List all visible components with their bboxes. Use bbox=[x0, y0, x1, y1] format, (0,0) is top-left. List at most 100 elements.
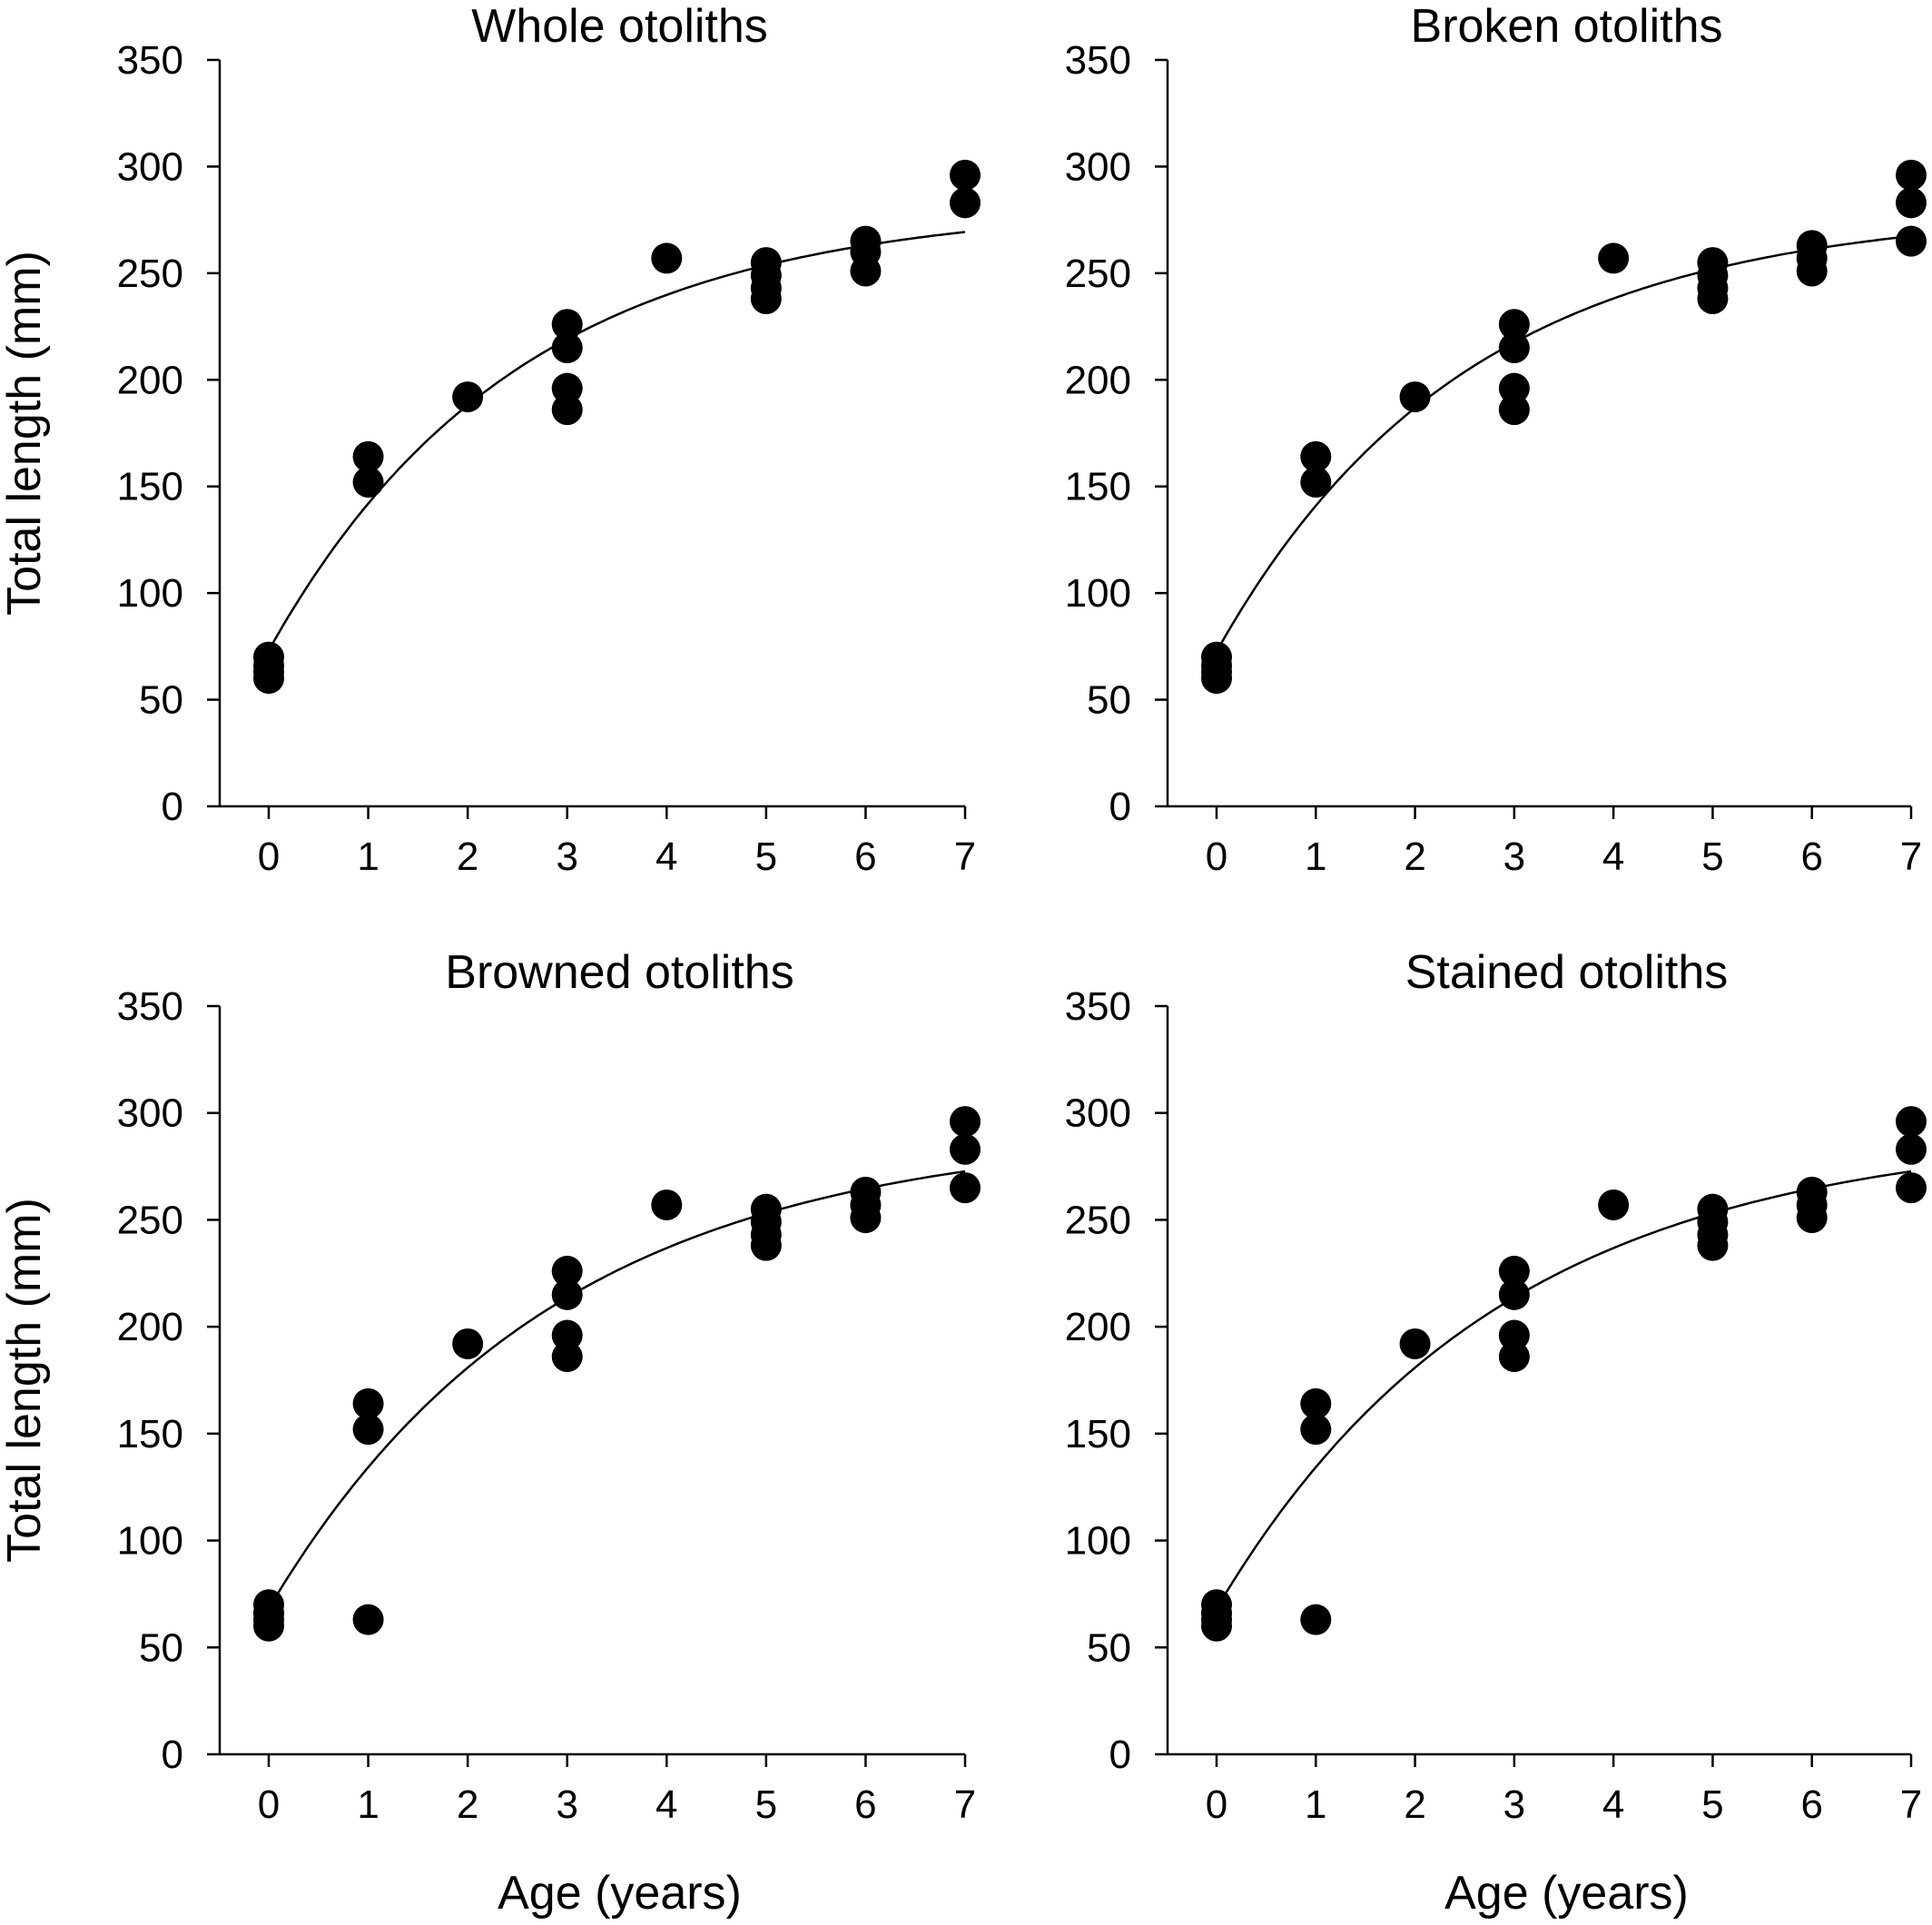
y-tick-label: 100 bbox=[1065, 1519, 1131, 1564]
x-tick-label: 3 bbox=[556, 834, 577, 879]
data-point bbox=[1498, 1341, 1530, 1373]
x-tick-label: 1 bbox=[1305, 1782, 1326, 1827]
y-tick-label: 50 bbox=[139, 678, 183, 723]
x-tick-label: 5 bbox=[1701, 1782, 1723, 1827]
x-tick-label: 0 bbox=[258, 1782, 280, 1827]
data-point bbox=[1498, 394, 1530, 426]
data-point bbox=[352, 1387, 384, 1419]
y-tick-label: 350 bbox=[117, 38, 183, 83]
y-tick-label: 0 bbox=[1109, 785, 1131, 829]
x-tick-label: 4 bbox=[656, 1782, 677, 1827]
x-tick-label: 7 bbox=[1900, 834, 1922, 879]
x-tick-label: 6 bbox=[854, 834, 876, 879]
data-point bbox=[950, 159, 981, 191]
y-tick-label: 200 bbox=[117, 358, 183, 402]
data-point bbox=[1498, 1255, 1530, 1287]
x-axis-title: Age (years) bbox=[1444, 1867, 1689, 1920]
x-axis-title: Age (years) bbox=[498, 1867, 742, 1920]
y-tick-label: 0 bbox=[162, 785, 183, 829]
chart-panel-4: 0 50 100 150 200 250 300 350 0 1 2 3 4 5 6 7 Stained oto… bbox=[1065, 946, 1927, 1920]
x-tick-label: 7 bbox=[954, 834, 976, 879]
data-point bbox=[551, 1255, 583, 1287]
fit-curve bbox=[1215, 1170, 1912, 1610]
x-tick-label: 0 bbox=[258, 834, 280, 879]
data-point bbox=[750, 1193, 782, 1225]
data-point bbox=[1399, 381, 1431, 413]
data-point bbox=[850, 225, 882, 257]
data-point bbox=[850, 1176, 882, 1208]
data-point bbox=[551, 372, 583, 404]
data-point bbox=[1498, 1278, 1530, 1310]
data-point bbox=[1498, 372, 1530, 404]
y-tick-label: 50 bbox=[1087, 678, 1131, 723]
x-tick-label: 1 bbox=[1305, 834, 1326, 879]
y-axis-title: Total length (mm) bbox=[0, 251, 51, 616]
x-tick-label: 2 bbox=[1404, 834, 1425, 879]
y-tick-label: 150 bbox=[117, 465, 183, 509]
y-tick-label: 0 bbox=[1109, 1732, 1131, 1777]
data-point bbox=[1896, 225, 1927, 257]
y-tick-label: 100 bbox=[117, 571, 183, 616]
y-axis-title: Total length (mm) bbox=[0, 1198, 51, 1563]
data-point bbox=[1896, 1133, 1927, 1165]
data-point bbox=[1598, 242, 1630, 274]
data-point bbox=[950, 1133, 981, 1165]
data-point bbox=[352, 1414, 384, 1446]
x-tick-label: 3 bbox=[1503, 1782, 1525, 1827]
data-point bbox=[1300, 1414, 1332, 1446]
x-tick-label: 0 bbox=[1206, 834, 1227, 879]
y-tick-label: 50 bbox=[139, 1625, 183, 1670]
y-tick-label: 100 bbox=[117, 1519, 183, 1564]
y-tick-label: 350 bbox=[117, 984, 183, 1029]
data-point bbox=[950, 187, 981, 219]
x-tick-label: 5 bbox=[1701, 834, 1723, 879]
chart-panel-3: 0 50 100 150 200 250 300 350 0 1 2 3 4 5 6 7 Browned oto… bbox=[0, 946, 981, 1920]
data-point bbox=[253, 1589, 284, 1621]
data-point bbox=[1201, 641, 1232, 673]
fit-curve bbox=[267, 1170, 966, 1610]
x-tick-label: 1 bbox=[357, 834, 379, 879]
y-tick-label: 250 bbox=[1065, 252, 1131, 296]
x-tick-label: 3 bbox=[1503, 834, 1525, 879]
data-point bbox=[651, 242, 683, 274]
y-tick-label: 350 bbox=[1065, 984, 1131, 1029]
data-point bbox=[750, 247, 782, 279]
data-point bbox=[1399, 1328, 1431, 1359]
data-point bbox=[1796, 230, 1828, 262]
data-point bbox=[1498, 1319, 1530, 1351]
x-tick-label: 2 bbox=[457, 1782, 478, 1827]
x-tick-label: 3 bbox=[556, 1782, 577, 1827]
data-point bbox=[1896, 187, 1927, 219]
data-point bbox=[1300, 440, 1332, 472]
data-point bbox=[1896, 1106, 1927, 1138]
chart-panel-1: 0 50 100 150 200 250 300 350 0 1 2 3 4 5 6 7 Whole otoli… bbox=[0, 0, 981, 879]
data-point bbox=[551, 394, 583, 426]
data-point bbox=[452, 381, 484, 413]
panel-title: Whole otoliths bbox=[471, 0, 768, 53]
data-point bbox=[352, 440, 384, 472]
x-tick-label: 7 bbox=[954, 1782, 976, 1827]
data-point bbox=[253, 641, 284, 673]
data-point bbox=[1300, 1387, 1332, 1419]
fit-curve bbox=[267, 231, 966, 651]
y-tick-label: 0 bbox=[162, 1732, 183, 1777]
chart-panel-2: 0 50 100 150 200 250 300 350 0 1 2 3 4 5 6 7 Broken otol… bbox=[1065, 0, 1927, 879]
data-point bbox=[651, 1189, 683, 1220]
data-point bbox=[1697, 1193, 1729, 1225]
x-tick-label: 1 bbox=[357, 1782, 379, 1827]
y-tick-label: 300 bbox=[1065, 1091, 1131, 1136]
x-tick-label: 4 bbox=[1602, 834, 1624, 879]
panel-title: Broken otoliths bbox=[1411, 0, 1723, 53]
y-tick-label: 200 bbox=[117, 1305, 183, 1349]
data-point bbox=[1498, 332, 1530, 364]
y-tick-label: 200 bbox=[1065, 1305, 1131, 1349]
data-point bbox=[1796, 1176, 1828, 1208]
x-tick-label: 6 bbox=[854, 1782, 876, 1827]
data-point bbox=[950, 1172, 981, 1204]
y-tick-label: 300 bbox=[117, 144, 183, 189]
data-point bbox=[352, 1604, 384, 1635]
x-tick-label: 2 bbox=[457, 834, 478, 879]
data-point bbox=[551, 1341, 583, 1373]
y-tick-label: 50 bbox=[1087, 1625, 1131, 1670]
data-point bbox=[1697, 247, 1729, 279]
